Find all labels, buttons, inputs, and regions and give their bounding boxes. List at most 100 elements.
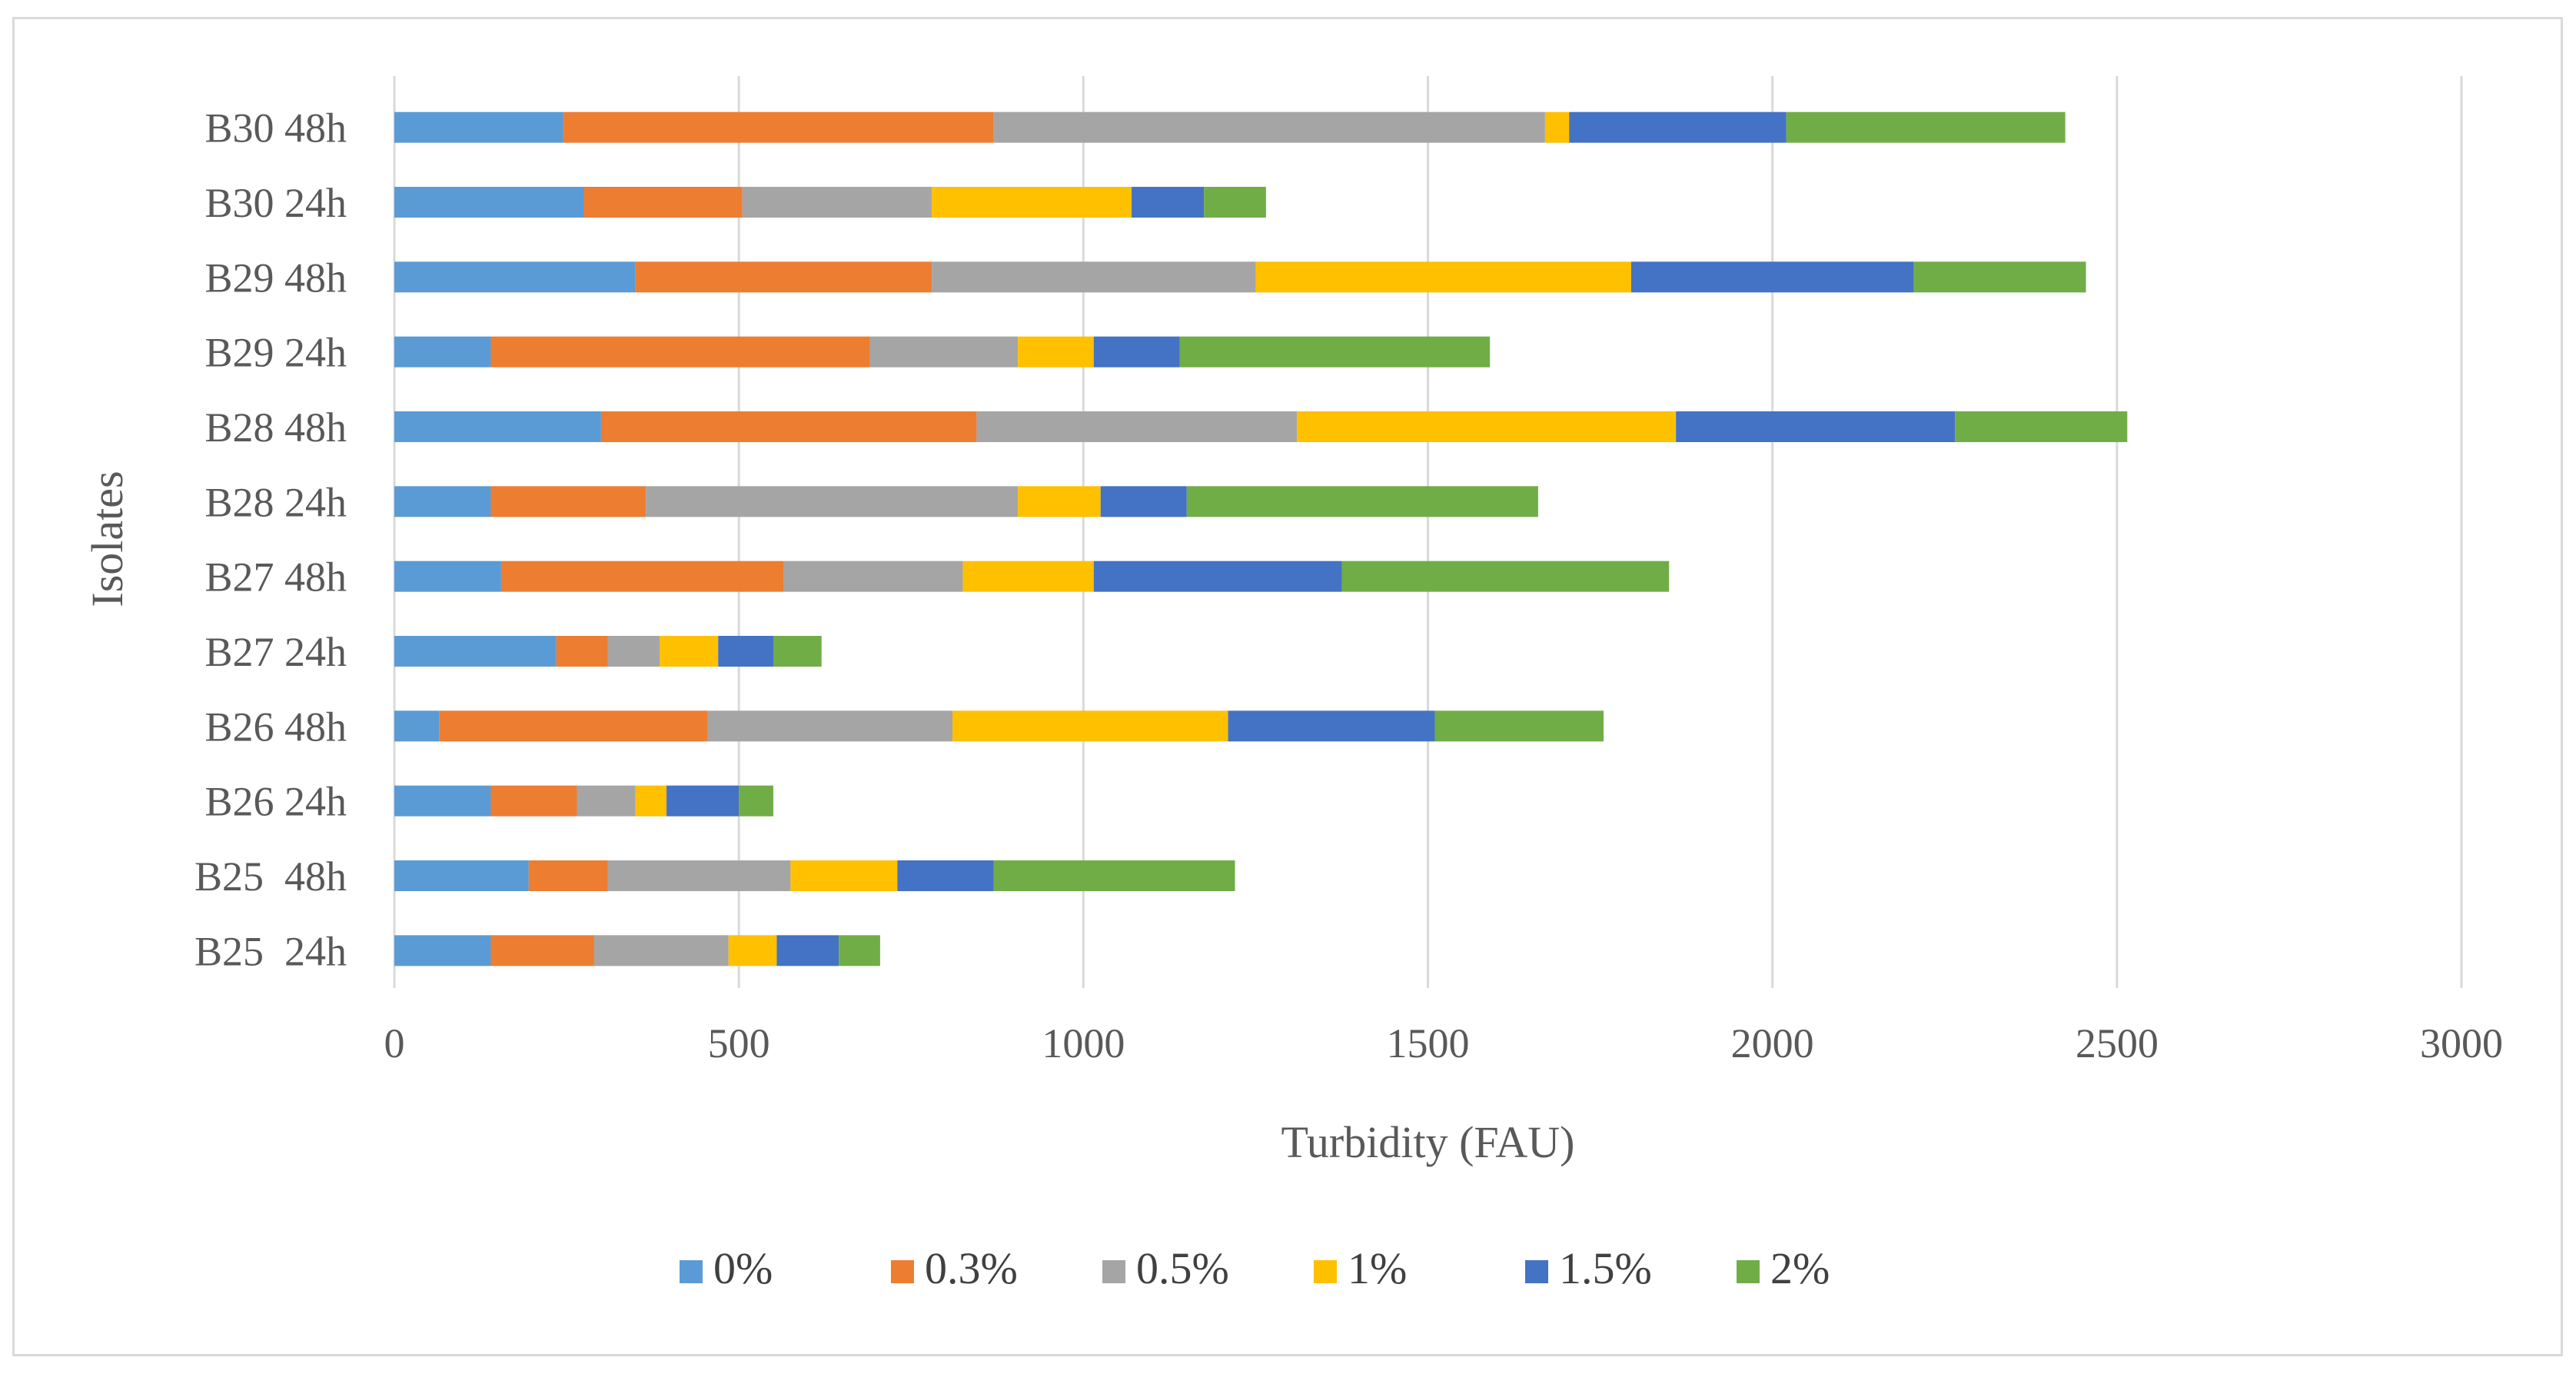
legend-label: 0.5% (1136, 1243, 1229, 1293)
legend-swatch (1314, 1260, 1337, 1283)
bar-segment-0-3pct-row-10 (583, 187, 743, 218)
bar-segment-0-3pct-row-2 (490, 785, 577, 817)
bars (394, 111, 2128, 966)
bar-segment-1-5pct-row-3 (1228, 710, 1435, 742)
bar-segment-0-5pct-row-3 (707, 710, 953, 742)
bar-segment-0-3pct-row-9 (635, 261, 932, 293)
bar-segment-1pct-row-3 (952, 710, 1228, 742)
bar-segment-1-5pct-row-1 (897, 860, 994, 891)
bar-segment-1pct-row-10 (932, 187, 1132, 218)
category-label: B30 24h (204, 180, 347, 226)
bar-segment-2pct-row-0 (839, 935, 880, 966)
gridlines (393, 76, 2463, 988)
category-label: B26 48h (204, 704, 347, 750)
legend-item-0-3pct: 0.3% (891, 1243, 1018, 1293)
x-tick-label: 2000 (1731, 1020, 1814, 1066)
bar-segment-0pct-row-0 (394, 935, 491, 966)
bar-segment-1pct-row-2 (635, 785, 667, 817)
bar-segment-2pct-row-3 (1434, 710, 1604, 742)
category-label: B29 48h (204, 255, 347, 301)
legend-label: 0% (713, 1243, 773, 1293)
axis-labels: 0 500 1000 1500 2000 2500 3000 B25 24h B25 48h B2… (82, 105, 2503, 1167)
bar-segment-0pct-row-5 (394, 561, 501, 592)
bar-segment-0-5pct-row-5 (783, 561, 963, 592)
legend-swatch (1102, 1260, 1125, 1283)
bar-segment-0pct-row-10 (394, 187, 584, 218)
bar-segment-1-5pct-row-0 (776, 935, 839, 966)
bar-segment-1pct-row-7 (1297, 411, 1677, 442)
bar-segment-2pct-row-10 (1204, 187, 1266, 218)
bar-segment-0pct-row-6 (394, 486, 491, 517)
bar-segment-0-3pct-row-6 (490, 486, 646, 517)
legend-label: 0.3% (925, 1243, 1018, 1293)
bar-segment-0-5pct-row-9 (932, 261, 1256, 293)
legend-swatch (891, 1260, 914, 1283)
legend-label: 1.5% (1559, 1243, 1652, 1293)
category-label: B27 24h (204, 629, 347, 675)
category-label: B27 48h (204, 554, 347, 601)
bar-segment-2pct-row-2 (739, 785, 773, 817)
bar-segment-1-5pct-row-9 (1630, 261, 1914, 293)
bar-segment-1pct-row-4 (660, 636, 719, 667)
legend: 0% 0.3% 0.5% 1% 1.5% 2% (680, 1243, 1830, 1293)
category-label: B25 48h (194, 853, 347, 900)
x-tick-label: 2500 (2076, 1020, 2159, 1066)
bar-segment-0-3pct-row-7 (600, 411, 977, 442)
bar-segment-1-5pct-row-11 (1569, 111, 1787, 143)
x-tick-label: 0 (384, 1020, 405, 1066)
legend-item-2pct: 2% (1737, 1243, 1830, 1293)
x-tick-label: 1000 (1042, 1020, 1125, 1066)
bar-segment-0pct-row-8 (394, 336, 491, 368)
bar-segment-0-5pct-row-7 (976, 411, 1298, 442)
bar-segment-1pct-row-5 (962, 561, 1094, 592)
bar-segment-1-5pct-row-6 (1100, 486, 1187, 517)
bar-segment-0-5pct-row-8 (869, 336, 1019, 368)
bar-segment-0pct-row-4 (394, 636, 557, 667)
bar-segment-1pct-row-9 (1255, 261, 1631, 293)
legend-label: 1% (1348, 1243, 1407, 1293)
bar-segment-0-3pct-row-1 (528, 860, 608, 891)
y-axis-title: Isolates (82, 471, 132, 607)
bar-segment-0-5pct-row-2 (577, 785, 636, 817)
bar-segment-1pct-row-0 (728, 935, 777, 966)
legend-label: 2% (1770, 1243, 1830, 1293)
bar-segment-1pct-row-6 (1018, 486, 1101, 517)
bar-segment-0-5pct-row-1 (607, 860, 791, 891)
bar-segment-0-3pct-row-3 (439, 710, 708, 742)
bar-segment-1-5pct-row-10 (1132, 187, 1205, 218)
bar-segment-0pct-row-9 (394, 261, 636, 293)
legend-swatch (1525, 1260, 1548, 1283)
chart-frame: 0 500 1000 1500 2000 2500 3000 B25 24h B25 48h B2… (12, 17, 2563, 1356)
category-label: B30 48h (204, 105, 347, 151)
bar-segment-2pct-row-5 (1341, 561, 1670, 592)
category-label: B25 24h (194, 928, 347, 974)
bar-segment-2pct-row-8 (1179, 336, 1491, 368)
x-tick-label: 1500 (1387, 1020, 1470, 1066)
legend-item-0pct: 0% (680, 1243, 773, 1293)
bar-segment-2pct-row-6 (1186, 486, 1538, 517)
bar-segment-0pct-row-2 (394, 785, 491, 817)
bar-segment-2pct-row-4 (773, 636, 822, 667)
bar-segment-0-5pct-row-6 (646, 486, 1019, 517)
legend-swatch (680, 1260, 703, 1283)
bar-segment-1pct-row-11 (1544, 111, 1570, 143)
bar-segment-0-5pct-row-4 (607, 636, 660, 667)
bar-segment-0-3pct-row-5 (500, 561, 784, 592)
x-axis-title: Turbidity (FAU) (1281, 1117, 1575, 1167)
bar-segment-1-5pct-row-2 (666, 785, 740, 817)
x-tick-label: 3000 (2420, 1020, 2503, 1066)
bar-segment-2pct-row-11 (1786, 111, 2066, 143)
bar-segment-0-3pct-row-11 (563, 111, 994, 143)
bar-segment-0-3pct-row-4 (556, 636, 608, 667)
bar-segment-1pct-row-8 (1018, 336, 1094, 368)
bar-segment-0-3pct-row-0 (490, 935, 594, 966)
bar-segment-2pct-row-1 (993, 860, 1235, 891)
category-label: B29 24h (204, 330, 347, 376)
bar-segment-0-5pct-row-11 (993, 111, 1545, 143)
bar-segment-1pct-row-1 (790, 860, 898, 891)
bar-segment-2pct-row-9 (1913, 261, 2086, 293)
bar-segment-1-5pct-row-7 (1676, 411, 1956, 442)
category-label: B26 24h (204, 779, 347, 825)
bar-segment-0pct-row-3 (394, 710, 440, 742)
category-label: B28 24h (204, 479, 347, 525)
